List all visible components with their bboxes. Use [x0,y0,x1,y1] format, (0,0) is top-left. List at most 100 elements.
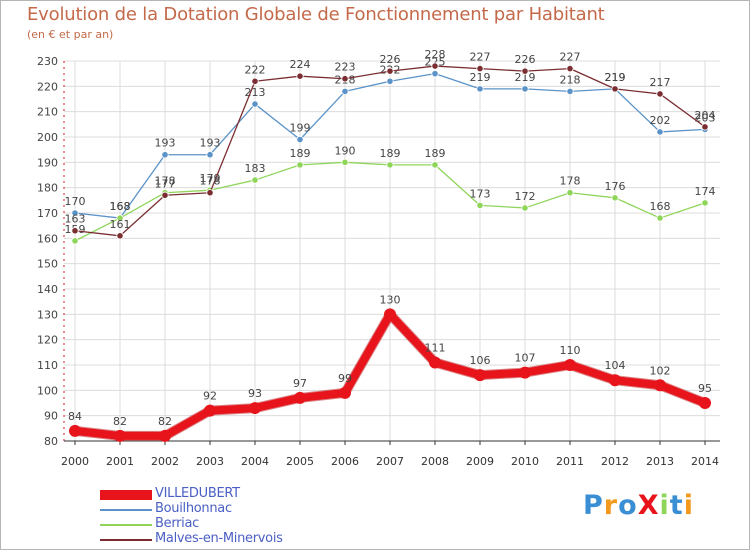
logo-letter: t [669,490,684,521]
y-tick-label: 180 [37,182,58,195]
data-point-berriac [431,161,439,169]
data-point-malves-en-minervois [206,189,214,197]
data-point-malves-en-minervois [701,123,709,131]
data-label-berriac: 174 [695,185,716,198]
data-label-berriac: 189 [290,147,311,160]
y-tick-label: 140 [37,283,58,296]
data-label-berriac: 178 [560,175,581,188]
data-label-malves-en-minervois: 178 [200,175,221,188]
logo-letter: i [659,490,670,521]
y-tick-label: 230 [37,55,58,68]
legend-label: Berriac [155,516,200,531]
data-point-malves-en-minervois [386,67,394,75]
data-point-berriac [521,204,529,212]
data-point-bouilhonnac [251,100,259,108]
data-label-villedubert: 110 [560,344,581,357]
data-point-malves-en-minervois [341,75,349,83]
data-label-villedubert: 102 [650,364,671,377]
data-label-berriac: 176 [605,180,626,193]
data-point-berriac [296,161,304,169]
x-tick-label: 2011 [556,455,584,468]
legend-label: VILLEDUBERT [155,486,240,501]
data-point-villedubert [699,397,711,409]
legend-swatch [100,532,152,547]
data-label-bouilhonnac: 219 [470,71,491,84]
data-point-villedubert [249,402,261,415]
legend-label: Bouilhonnac [155,501,232,516]
x-tick-label: 2003 [196,455,224,468]
data-point-berriac [71,237,79,245]
data-label-bouilhonnac: 168 [110,200,131,213]
data-label-malves-en-minervois: 226 [380,53,401,66]
data-label-malves-en-minervois: 219 [605,71,626,84]
data-label-malves-en-minervois: 163 [65,213,86,226]
data-label-bouilhonnac: 193 [200,137,221,150]
y-tick-label: 170 [37,207,58,220]
legend-swatch [100,502,152,517]
data-point-malves-en-minervois [71,227,79,235]
data-label-villedubert: 82 [113,415,127,428]
data-point-malves-en-minervois [611,85,619,93]
data-label-villedubert: 92 [203,390,217,403]
data-point-malves-en-minervois [296,72,304,80]
data-point-bouilhonnac [521,85,529,93]
data-label-bouilhonnac: 218 [560,73,581,86]
data-label-berriac: 168 [110,200,131,213]
logo-letter: i [683,490,694,521]
data-label-bouilhonnac: 203 [695,111,716,124]
x-tick-label: 2004 [241,455,269,468]
data-point-villedubert [429,356,441,369]
data-point-berriac [566,189,574,197]
chart-title: Evolution de la Dotation Globale de Fonc… [27,4,605,25]
y-tick-label: 190 [37,156,58,169]
data-point-villedubert [114,429,126,442]
data-label-villedubert: 97 [293,377,307,390]
data-point-villedubert [609,374,621,387]
data-point-bouilhonnac [431,70,439,78]
data-label-malves-en-minervois: 227 [470,51,491,64]
data-point-bouilhonnac [476,85,484,93]
data-label-bouilhonnac: 225 [425,56,446,69]
data-point-malves-en-minervois [476,65,484,73]
data-point-villedubert [294,391,306,404]
data-point-villedubert [69,424,81,437]
data-point-bouilhonnac [341,87,349,96]
x-tick-label: 2013 [646,455,674,468]
data-point-berriac [116,214,124,222]
data-point-bouilhonnac [161,151,169,159]
data-label-villedubert: 130 [380,293,401,306]
data-label-malves-en-minervois: 161 [110,218,131,231]
data-label-malves-en-minervois: 217 [650,76,671,89]
data-label-villedubert: 107 [515,352,536,365]
data-label-berriac: 172 [515,190,536,203]
data-label-berriac: 168 [650,200,671,213]
data-point-berriac [251,176,259,184]
x-tick-label: 2012 [601,455,629,468]
x-tick-label: 2014 [691,455,719,468]
data-label-bouilhonnac: 202 [650,114,671,127]
data-point-villedubert [339,386,351,399]
data-point-bouilhonnac [71,209,79,217]
y-tick-label: 80 [44,435,58,448]
data-point-villedubert [564,359,576,371]
data-point-villedubert [474,369,486,382]
data-label-malves-en-minervois: 226 [515,53,536,66]
data-point-malves-en-minervois [566,65,574,73]
data-label-malves-en-minervois: 228 [425,48,446,61]
y-tick-label: 90 [44,410,58,423]
data-label-malves-en-minervois: 224 [290,58,311,71]
data-point-villedubert [159,429,171,442]
data-point-berriac [701,199,709,207]
data-label-berriac: 183 [245,162,266,175]
data-point-malves-en-minervois [116,232,124,240]
data-point-bouilhonnac [296,135,304,144]
logo-letter: X [637,490,660,521]
data-label-berriac: 189 [425,147,446,160]
data-point-berriac [341,158,349,166]
data-point-villedubert [204,404,216,417]
y-tick-label: 120 [37,334,58,347]
proxiti-logo: ProXiti [583,490,694,521]
data-label-bouilhonnac: 219 [515,71,536,84]
data-label-berriac: 173 [470,187,491,200]
